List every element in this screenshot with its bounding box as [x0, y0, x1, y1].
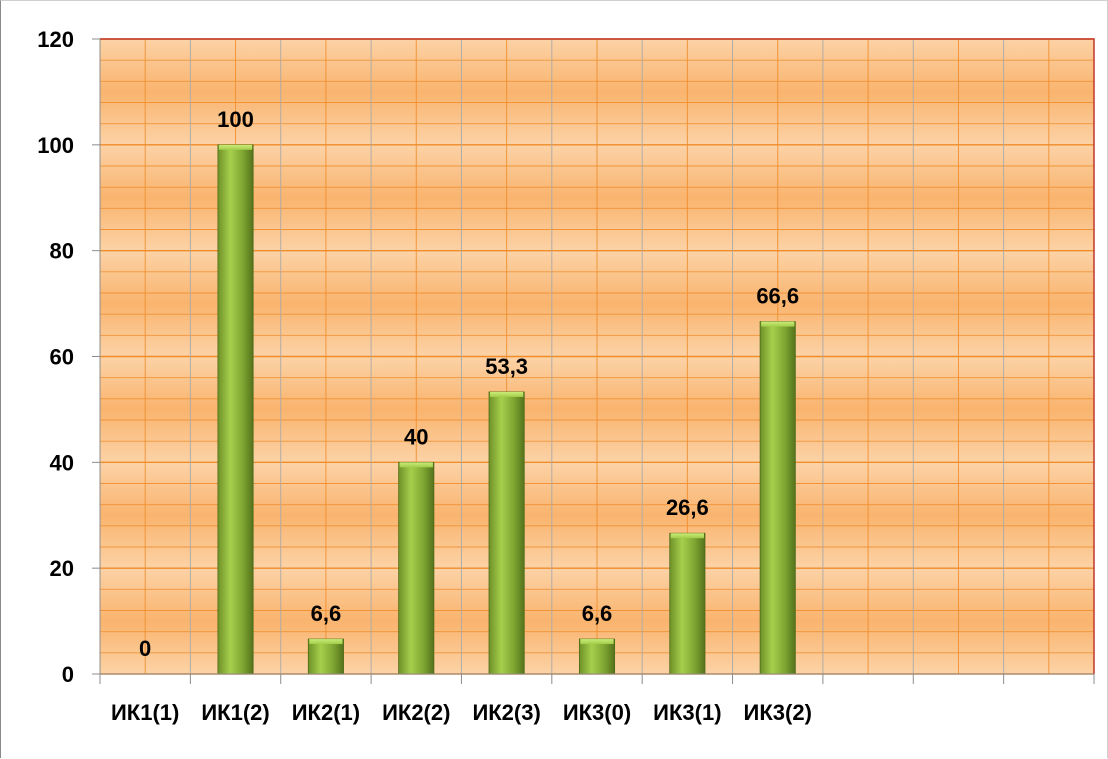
x-tick-label: ИК1(2)	[201, 700, 269, 725]
y-tick-label: 20	[50, 556, 74, 581]
x-tick-label: ИК2(2)	[382, 700, 450, 725]
y-tick-label: 100	[37, 133, 74, 158]
bar	[307, 638, 344, 675]
y-tick-label: 120	[37, 27, 74, 52]
x-tick-label: ИК3(0)	[563, 700, 631, 725]
data-label: 0	[139, 636, 151, 661]
bar	[759, 321, 796, 675]
plot-border	[100, 38, 1095, 674]
x-tick-label: ИК2(1)	[292, 700, 360, 725]
bar-top	[761, 321, 795, 327]
bar-top	[670, 533, 704, 539]
bar	[669, 532, 706, 675]
x-tick-label: ИК3(2)	[744, 700, 812, 725]
x-tick-label: ИК3(1)	[653, 700, 721, 725]
data-label: 6,6	[311, 601, 342, 626]
y-tick-label: 0	[62, 662, 74, 687]
bar-top	[580, 639, 614, 645]
data-label: 40	[404, 424, 428, 449]
bar-top	[490, 391, 524, 397]
data-label: 6,6	[582, 601, 613, 626]
y-tick-label: 80	[50, 239, 74, 264]
y-tick-label: 60	[50, 345, 74, 370]
bar	[217, 144, 254, 675]
bar-top	[309, 639, 343, 645]
y-axis: 0 20 40 60 80 100 120	[37, 27, 101, 687]
x-tick-label: ИК1(1)	[111, 700, 179, 725]
y-tick-label: 40	[50, 450, 74, 475]
bar	[398, 461, 435, 675]
data-label: 26,6	[666, 495, 709, 520]
bar-top	[218, 144, 253, 150]
data-label: 100	[217, 107, 254, 132]
data-label: 53,3	[485, 354, 528, 379]
data-label: 66,6	[756, 284, 799, 309]
data-labels: 0 100 6,6 40 53,3 6,6 26,6 66,6	[139, 107, 799, 661]
x-axis: ИК1(1) ИК1(2) ИК2(1) ИК2(2) ИК2(3) ИК3(0) ИК3(…	[99, 673, 1095, 725]
bar	[578, 638, 616, 675]
bar-top	[399, 462, 433, 468]
bar	[488, 391, 525, 675]
bars	[217, 144, 796, 675]
x-tick-label: ИК2(3)	[472, 700, 540, 725]
